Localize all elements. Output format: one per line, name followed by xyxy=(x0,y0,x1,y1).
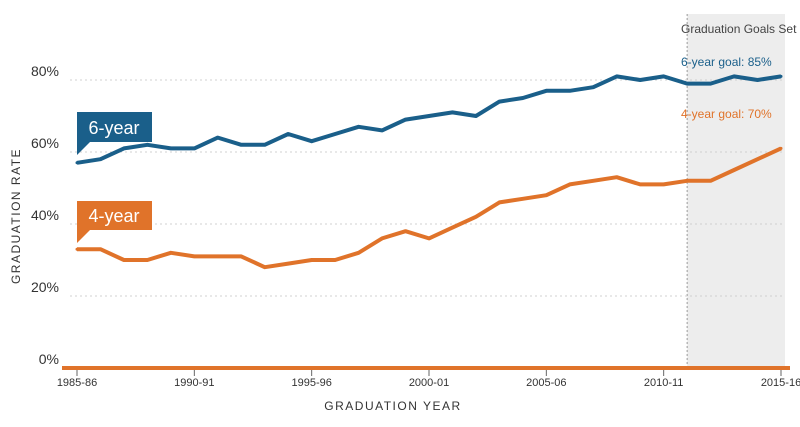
series-points xyxy=(75,74,783,269)
x-tick-label: 2015-16 xyxy=(761,377,800,389)
data-point-6-year xyxy=(615,74,619,78)
data-point-6-year xyxy=(216,136,220,140)
data-point-4-year xyxy=(145,258,149,262)
data-point-6-year xyxy=(544,89,548,93)
data-point-6-year xyxy=(709,82,713,86)
x-tick-label: 1995-96 xyxy=(291,377,331,389)
data-point-4-year xyxy=(286,262,290,266)
data-point-6-year xyxy=(404,118,408,122)
data-point-4-year xyxy=(192,254,196,258)
six-year-goal-label: 6-year goal: 85% xyxy=(681,55,772,69)
data-point-4-year xyxy=(310,258,314,262)
data-point-6-year xyxy=(192,146,196,150)
y-tick-label: 40% xyxy=(31,207,59,223)
data-point-4-year xyxy=(75,247,79,251)
data-point-6-year xyxy=(169,146,173,150)
data-point-6-year xyxy=(497,100,501,104)
series-line-4-year xyxy=(77,146,782,270)
data-point-4-year xyxy=(709,179,713,183)
data-point-4-year xyxy=(591,179,595,183)
data-point-4-year xyxy=(521,197,525,201)
y-tick-label: 0% xyxy=(39,351,59,367)
data-point-4-year xyxy=(216,254,220,258)
data-point-4-year xyxy=(638,182,642,186)
series-tag-6-year-label: 6-year xyxy=(88,118,139,138)
x-tick-label: 1990-91 xyxy=(174,377,214,389)
y-axis-title: GRADUATION RATE xyxy=(9,148,23,284)
data-point-6-year xyxy=(145,143,149,147)
data-point-4-year xyxy=(544,193,548,197)
data-point-6-year xyxy=(568,89,572,93)
data-point-6-year xyxy=(685,82,689,86)
data-point-6-year xyxy=(638,78,642,82)
data-point-4-year xyxy=(732,168,736,172)
y-tick-label: 60% xyxy=(31,135,59,151)
data-point-6-year xyxy=(286,132,290,136)
series-line-6-year xyxy=(76,74,782,165)
gridlines xyxy=(70,79,785,297)
data-point-6-year xyxy=(310,139,314,143)
y-tick-label: 80% xyxy=(31,63,59,79)
x-tick-label: 2005-06 xyxy=(526,377,566,389)
data-point-4-year xyxy=(615,175,619,179)
data-point-6-year xyxy=(122,146,126,150)
data-point-4-year xyxy=(169,251,173,255)
data-point-4-year xyxy=(380,236,384,240)
data-point-4-year xyxy=(450,226,454,230)
data-point-4-year xyxy=(98,247,102,251)
goals-title: Graduation Goals Set xyxy=(681,22,797,36)
data-point-4-year xyxy=(263,265,267,269)
series-tag-6-year: 6-year xyxy=(77,112,152,155)
x-tick-label: 2000-01 xyxy=(409,377,449,389)
y-axis-ticks: 0% 20% 40% 60% 80% xyxy=(31,63,59,367)
data-point-6-year xyxy=(427,114,431,118)
data-point-4-year xyxy=(427,236,431,240)
data-point-4-year xyxy=(662,182,666,186)
data-point-6-year xyxy=(333,132,337,136)
data-point-6-year xyxy=(779,74,783,78)
data-point-6-year xyxy=(662,74,666,78)
series-tag-4-year-label: 4-year xyxy=(88,206,139,226)
series-tag-4-year: 4-year xyxy=(77,201,152,243)
data-point-4-year xyxy=(685,179,689,183)
data-point-6-year xyxy=(450,110,454,114)
data-point-4-year xyxy=(474,215,478,219)
data-point-6-year xyxy=(239,143,243,147)
data-point-6-year xyxy=(732,74,736,78)
data-point-4-year xyxy=(756,157,760,161)
data-point-4-year xyxy=(333,258,337,262)
data-point-6-year xyxy=(756,78,760,82)
data-point-4-year xyxy=(122,258,126,262)
data-point-6-year xyxy=(380,128,384,132)
data-point-4-year xyxy=(239,254,243,258)
data-point-4-year xyxy=(497,200,501,204)
data-point-6-year xyxy=(521,96,525,100)
data-point-6-year xyxy=(263,143,267,147)
y-tick-label: 20% xyxy=(31,279,59,295)
data-point-6-year xyxy=(591,85,595,89)
data-point-6-year xyxy=(98,157,102,161)
data-point-4-year xyxy=(568,182,572,186)
data-point-4-year xyxy=(404,229,408,233)
data-point-4-year xyxy=(357,251,361,255)
x-axis-title: GRADUATION YEAR xyxy=(324,399,461,413)
x-tick-label: 2010-11 xyxy=(644,377,684,389)
data-point-6-year xyxy=(75,161,79,165)
four-year-goal-label: 4-year goal: 70% xyxy=(681,107,772,121)
data-point-6-year xyxy=(357,125,361,129)
data-point-4-year xyxy=(779,146,783,150)
data-point-6-year xyxy=(474,114,478,118)
goals-shaded-region xyxy=(687,14,785,368)
x-tick-label: 1985-86 xyxy=(57,377,97,389)
x-axis-ticks: 1985-86 1990-91 1995-96 2000-01 2005-06 2010-… xyxy=(57,370,800,389)
